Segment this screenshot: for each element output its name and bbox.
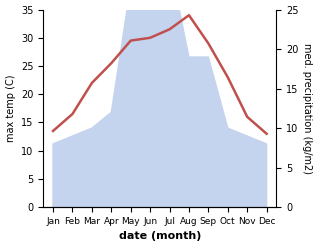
Y-axis label: max temp (C): max temp (C) — [5, 75, 16, 142]
Y-axis label: med. precipitation (kg/m2): med. precipitation (kg/m2) — [302, 43, 313, 174]
X-axis label: date (month): date (month) — [119, 231, 201, 242]
